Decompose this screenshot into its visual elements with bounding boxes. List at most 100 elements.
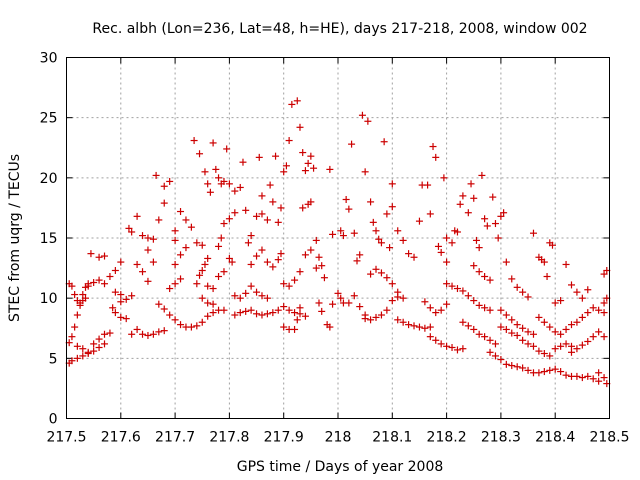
data-point <box>383 210 391 218</box>
data-point <box>198 318 206 326</box>
data-point <box>285 282 293 290</box>
data-point <box>432 309 440 317</box>
data-point <box>95 253 103 261</box>
data-point <box>508 275 516 283</box>
x-tick-label: 218.3 <box>481 430 521 446</box>
data-point <box>475 268 483 276</box>
data-point <box>562 340 570 348</box>
data-point <box>529 330 537 338</box>
data-point <box>109 304 117 312</box>
data-point <box>584 372 592 380</box>
data-point <box>215 242 223 250</box>
data-point <box>578 341 586 349</box>
data-point <box>263 216 271 224</box>
data-point <box>432 336 440 344</box>
data-point <box>117 291 125 299</box>
data-point <box>584 337 592 345</box>
data-point <box>242 289 250 297</box>
data-point <box>280 303 288 311</box>
data-point <box>122 295 130 303</box>
data-point <box>73 354 81 362</box>
data-point <box>301 251 309 259</box>
data-point <box>220 306 228 314</box>
data-point <box>453 346 461 354</box>
data-point <box>84 282 92 290</box>
data-point <box>494 234 502 242</box>
data-point <box>79 352 87 360</box>
data-point <box>247 260 255 268</box>
data-point <box>399 236 407 244</box>
x-tick-label: 218.4 <box>535 430 575 446</box>
data-point <box>562 260 570 268</box>
data-point <box>481 273 489 281</box>
x-tick-label: 218 <box>325 430 352 446</box>
data-point <box>82 294 90 302</box>
data-point <box>239 158 247 166</box>
data-point <box>139 232 147 240</box>
data-point <box>475 301 483 309</box>
data-point <box>486 306 494 314</box>
data-point <box>255 153 263 161</box>
data-point <box>557 368 565 376</box>
data-point <box>187 323 195 331</box>
data-point <box>481 333 489 341</box>
data-point <box>274 306 282 314</box>
data-point <box>223 145 231 153</box>
data-point <box>209 300 217 308</box>
data-point <box>443 342 451 350</box>
data-point <box>367 316 375 324</box>
y-tick-label: 25 <box>40 111 58 127</box>
data-point <box>356 251 364 259</box>
data-point <box>244 239 252 247</box>
data-point <box>339 232 347 240</box>
data-point <box>101 280 109 288</box>
data-point <box>383 274 391 282</box>
data-point <box>364 117 372 125</box>
data-point <box>274 218 282 226</box>
data-point <box>467 180 475 188</box>
data-point <box>443 234 451 242</box>
data-point <box>600 374 608 382</box>
x-tick-label: 218.5 <box>589 430 629 446</box>
data-point <box>426 323 434 331</box>
data-point <box>478 171 486 179</box>
data-point <box>206 188 214 196</box>
data-point <box>236 183 244 191</box>
data-point <box>117 258 125 266</box>
data-point <box>90 279 98 287</box>
data-point <box>274 256 282 264</box>
data-point <box>329 230 337 238</box>
data-point <box>111 309 119 317</box>
data-point <box>133 260 141 268</box>
data-point <box>388 203 396 211</box>
data-point <box>315 253 323 261</box>
data-point <box>187 223 195 231</box>
data-point <box>508 329 516 337</box>
data-point <box>584 286 592 294</box>
x-axis-ticks: 217.5 217.6 217.7 217.8 217.9 218 218.1 218.2 21… <box>46 57 630 446</box>
data-point <box>280 280 288 288</box>
data-point <box>225 254 233 262</box>
data-point <box>497 212 505 220</box>
data-point <box>372 227 380 235</box>
data-point <box>540 318 548 326</box>
data-point <box>394 288 402 296</box>
plot-frame <box>66 57 610 419</box>
data-point <box>459 318 467 326</box>
data-point <box>502 311 510 319</box>
data-point <box>502 360 510 368</box>
data-point <box>448 282 456 290</box>
data-point <box>546 352 554 360</box>
data-point <box>299 204 307 212</box>
data-point <box>272 152 280 160</box>
data-point <box>149 258 157 266</box>
y-tick-label: 10 <box>40 291 58 307</box>
data-point <box>405 321 413 329</box>
data-point <box>106 273 114 281</box>
data-point <box>111 288 119 296</box>
data-point <box>426 210 434 218</box>
data-point <box>470 297 478 305</box>
data-point <box>491 340 499 348</box>
data-point <box>285 306 293 314</box>
